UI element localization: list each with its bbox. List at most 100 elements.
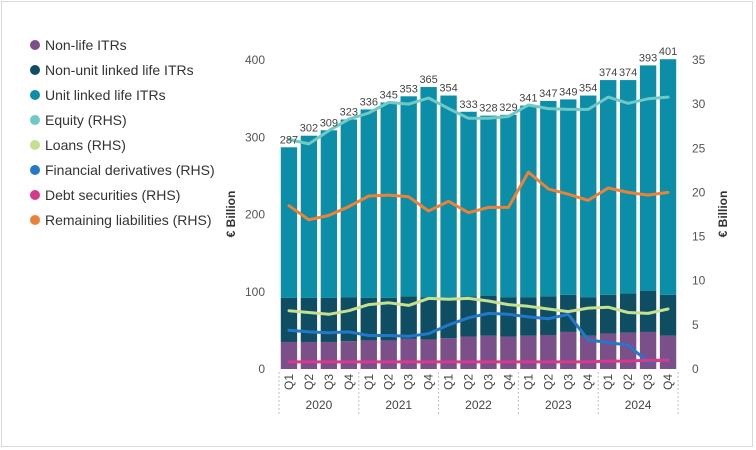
bar-non-unit-linked-life-itrs bbox=[500, 297, 517, 337]
total-label: 328 bbox=[479, 103, 497, 115]
total-label: 347 bbox=[539, 88, 557, 100]
legend-item-debt-securities-rhs[interactable]: Debt securities (RHS) bbox=[30, 182, 215, 207]
y-right-axis-title: € Billion bbox=[716, 191, 730, 238]
bar-unit-linked-life-itrs bbox=[580, 95, 597, 298]
bar-non-life-itrs bbox=[540, 335, 557, 369]
bar-non-unit-linked-life-itrs bbox=[480, 295, 497, 336]
bar-non-unit-linked-life-itrs bbox=[659, 294, 677, 336]
bar-non-life-itrs bbox=[380, 340, 397, 369]
y-tick-label: 200 bbox=[245, 208, 265, 222]
bar-unit-linked-life-itrs bbox=[560, 99, 577, 295]
y-tick-label: 300 bbox=[245, 130, 265, 144]
bar-unit-linked-life-itrs bbox=[480, 115, 497, 296]
y-tick-label: 400 bbox=[245, 53, 265, 67]
y-right-tick-label: 5 bbox=[692, 318, 699, 332]
bar-unit-linked-life-itrs bbox=[460, 111, 477, 297]
bar-unit-linked-life-itrs bbox=[440, 95, 457, 298]
bar-non-life-itrs bbox=[300, 341, 318, 369]
y-right-tick-label: 30 bbox=[692, 97, 706, 111]
x-tick-label: Q1 bbox=[282, 374, 296, 390]
line-remaining-liabilities-rhs bbox=[287, 170, 670, 222]
legend-marker bbox=[30, 114, 40, 125]
bar-non-life-itrs bbox=[420, 339, 437, 369]
x-tick-label: Q2 bbox=[382, 374, 396, 390]
bar-non-unit-linked-life-itrs bbox=[440, 297, 457, 339]
bar-unit-linked-life-itrs bbox=[380, 102, 397, 298]
x-tick-label: Q4 bbox=[342, 374, 356, 390]
total-label: 401 bbox=[659, 46, 677, 58]
bar-non-unit-linked-life-itrs bbox=[360, 297, 377, 341]
bar-unit-linked-life-itrs bbox=[619, 80, 637, 294]
legend-label: Financial derivatives (RHS) bbox=[45, 161, 215, 178]
x-tick-label: Q4 bbox=[422, 374, 436, 390]
x-tick-label: Q1 bbox=[521, 374, 535, 390]
legend-item-financial-derivatives-rhs[interactable]: Financial derivatives (RHS) bbox=[30, 157, 215, 182]
legend-marker bbox=[30, 139, 40, 150]
bar-non-life-itrs bbox=[340, 341, 358, 369]
legend-label: Remaining liabilities (RHS) bbox=[45, 211, 212, 228]
line-equity-rhs bbox=[287, 95, 670, 146]
bar-non-unit-linked-life-itrs bbox=[300, 297, 318, 342]
y-axis-title: € Billion bbox=[224, 191, 238, 238]
bar-unit-linked-life-itrs bbox=[340, 119, 358, 298]
bar-non-unit-linked-life-itrs bbox=[280, 297, 298, 342]
legend-label: Non-unit linked life ITRs bbox=[45, 61, 194, 78]
bar-unit-linked-life-itrs bbox=[360, 109, 377, 298]
legend-marker bbox=[30, 64, 40, 75]
total-label: 353 bbox=[399, 83, 417, 95]
bar-non-life-itrs bbox=[400, 338, 417, 369]
bar-non-life-itrs bbox=[599, 333, 617, 369]
legend-item-remaining-liabilities-rhs[interactable]: Remaining liabilities (RHS) bbox=[30, 207, 215, 232]
legend-label: Non-life ITRs bbox=[45, 36, 127, 53]
total-label: 333 bbox=[459, 99, 477, 111]
bar-non-unit-linked-life-itrs bbox=[639, 290, 657, 332]
bar-unit-linked-life-itrs bbox=[540, 100, 557, 297]
year-label: 2024 bbox=[625, 398, 652, 412]
bar-unit-linked-life-itrs bbox=[659, 59, 677, 295]
legend-item-loans-rhs[interactable]: Loans (RHS) bbox=[30, 132, 215, 157]
legend-item-unit-linked-life-itrs[interactable]: Unit linked life ITRs bbox=[30, 82, 215, 107]
x-tick-label: Q2 bbox=[541, 374, 555, 390]
total-label: 374 bbox=[599, 67, 617, 79]
legend-item-equity-rhs[interactable]: Equity (RHS) bbox=[30, 107, 215, 132]
total-label: 341 bbox=[519, 93, 537, 105]
total-label: 287 bbox=[280, 134, 298, 146]
bar-non-unit-linked-life-itrs bbox=[540, 296, 557, 336]
legend-marker bbox=[30, 39, 40, 50]
bar-non-unit-linked-life-itrs bbox=[340, 297, 358, 342]
bar-unit-linked-life-itrs bbox=[420, 87, 437, 298]
line-loans-rhs bbox=[287, 296, 670, 316]
x-tick-label: Q3 bbox=[322, 374, 336, 390]
legend-marker bbox=[30, 89, 40, 100]
bar-non-unit-linked-life-itrs bbox=[420, 297, 437, 340]
x-tick-label: Q4 bbox=[581, 374, 595, 390]
x-tick-label: Q1 bbox=[362, 374, 376, 390]
bar-non-life-itrs bbox=[659, 335, 677, 369]
legend-label: Loans (RHS) bbox=[45, 136, 126, 153]
total-label: 354 bbox=[579, 83, 597, 95]
bar-non-life-itrs bbox=[480, 335, 497, 369]
x-tick-label: Q4 bbox=[661, 374, 675, 390]
x-tick-label: Q3 bbox=[402, 374, 416, 390]
bar-non-life-itrs bbox=[360, 340, 377, 369]
line-financial-derivatives-rhs bbox=[287, 311, 670, 364]
legend-marker bbox=[30, 214, 40, 225]
x-tick-label: Q2 bbox=[302, 374, 316, 390]
bar-non-life-itrs bbox=[500, 336, 517, 369]
total-label: 354 bbox=[439, 83, 457, 95]
x-tick-label: Q3 bbox=[482, 374, 496, 390]
bar-non-life-itrs bbox=[440, 338, 457, 369]
x-tick-label: Q1 bbox=[601, 374, 615, 390]
y-right-tick-label: 25 bbox=[692, 141, 706, 155]
x-tick-label: Q4 bbox=[501, 374, 515, 390]
legend-item-non-life-itrs[interactable]: Non-life ITRs bbox=[30, 32, 215, 57]
total-label: 345 bbox=[380, 89, 398, 101]
total-label: 329 bbox=[499, 102, 517, 114]
total-label: 309 bbox=[320, 117, 338, 129]
x-tick-label: Q2 bbox=[621, 374, 635, 390]
year-label: 2023 bbox=[545, 398, 572, 412]
bar-non-life-itrs bbox=[560, 331, 577, 369]
legend-marker bbox=[30, 164, 40, 175]
legend-item-non-unit-linked-life-itrs[interactable]: Non-unit linked life ITRs bbox=[30, 57, 215, 82]
